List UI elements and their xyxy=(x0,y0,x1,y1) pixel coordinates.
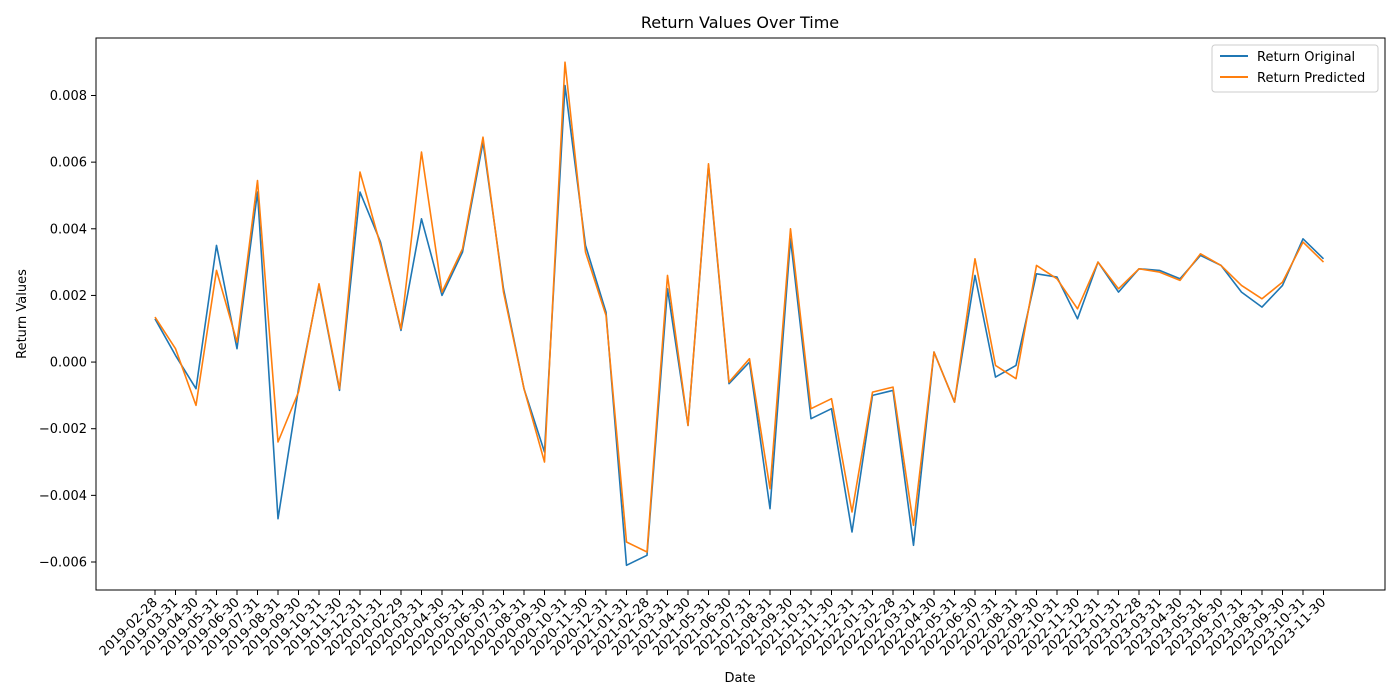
series-line-return-original xyxy=(154,84,1325,567)
legend-label-predicted: Return Predicted xyxy=(1257,71,1365,86)
y-axis: −0.006 −0.004 −0.002 0.000 0.002 0.004 0.006 0.… xyxy=(39,89,96,571)
y-tick-label: 0.004 xyxy=(50,222,87,237)
y-tick-label: 0.002 xyxy=(50,289,87,304)
series-line-return-predicted xyxy=(154,61,1325,553)
y-tick-label: −0.002 xyxy=(39,422,87,437)
series-lines xyxy=(154,61,1325,567)
x-axis: 2019-02-282019-03-312019-04-302019-05-31… xyxy=(97,590,1329,659)
y-axis-label: Return Values xyxy=(15,269,30,359)
y-tick-label: 0.000 xyxy=(50,356,87,371)
legend-box xyxy=(1211,44,1379,93)
legend-label-original: Return Original xyxy=(1257,50,1355,65)
y-tick-label: −0.004 xyxy=(39,489,87,504)
legend: Return Original Return Predicted xyxy=(1211,44,1379,93)
plot-area xyxy=(95,37,1386,591)
x-axis-label: Date xyxy=(724,671,755,686)
y-tick-label: 0.008 xyxy=(50,89,87,104)
y-tick-label: −0.006 xyxy=(39,556,87,571)
chart-title: Return Values Over Time xyxy=(641,13,839,32)
y-tick-label: 0.006 xyxy=(50,156,87,171)
